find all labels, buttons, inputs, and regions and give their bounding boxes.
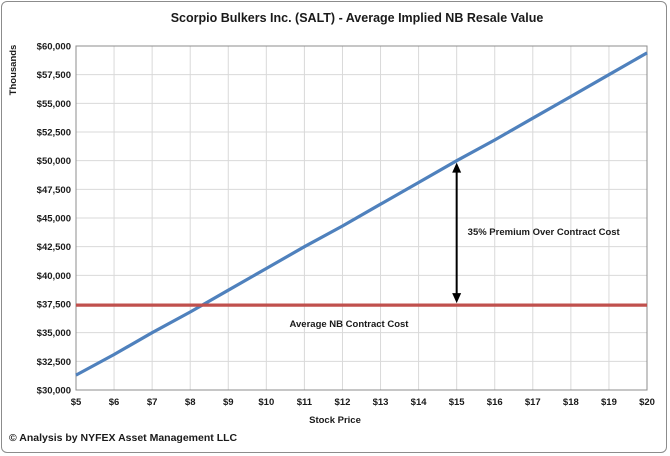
y-tick-labels: $30,000 $32,500 $35,000 $37,500 $40,000 $42,5…	[37, 42, 71, 397]
x-tick-label: $12	[335, 397, 351, 408]
y-axis-label: Thousands	[8, 45, 19, 96]
plot-area-border	[75, 45, 648, 391]
contract-cost-annotation-label: Average NB Contract Cost	[290, 319, 410, 330]
premium-arrow-head-up	[452, 162, 462, 173]
x-tick-label: $20	[639, 397, 655, 408]
premium-arrow-head-down	[452, 293, 462, 304]
x-tick-label: $11	[297, 397, 313, 408]
y-tick-label: $32,500	[37, 357, 71, 368]
x-tick-label: $14	[411, 397, 428, 408]
y-tick-label: $52,500	[37, 128, 71, 139]
x-tick-label: $15	[449, 397, 466, 408]
y-tick-label: $37,500	[37, 300, 71, 311]
x-tick-labels: $5 $6 $7 $8 $9 $10 $11 $12 $13 $14 $15 $16 $17 $18 $19…	[71, 397, 655, 408]
y-tick-label: $35,000	[37, 328, 71, 339]
x-tick-label: $5	[71, 397, 82, 408]
implied-resale-value-line	[75, 51, 648, 377]
copyright-note: © Analysis by NYFEX Asset Management LLC	[9, 432, 238, 444]
x-tick-label: $16	[487, 397, 503, 408]
x-tick-label: $9	[223, 397, 234, 408]
x-tick-label: $19	[601, 397, 617, 408]
y-tick-label: $30,000	[37, 386, 71, 397]
x-axis-label: Stock Price	[309, 415, 361, 426]
y-tick-label: $47,500	[37, 185, 71, 196]
y-tick-label: $55,000	[37, 99, 71, 110]
x-tick-label: $18	[563, 397, 579, 408]
chart-title: Scorpio Bulkers Inc. (SALT) - Average Im…	[171, 11, 544, 25]
x-tick-label: $17	[525, 397, 541, 408]
y-tick-label: $42,500	[37, 242, 71, 253]
x-tick-label: $13	[373, 397, 389, 408]
y-tick-label: $40,000	[37, 271, 71, 282]
gridlines	[75, 45, 648, 391]
y-tick-label: $60,000	[37, 42, 71, 53]
y-tick-label: $57,500	[37, 70, 71, 81]
x-tick-label: $6	[109, 397, 120, 408]
x-tick-label: $7	[147, 397, 158, 408]
premium-annotation-label: 35% Premium Over Contract Cost	[468, 227, 621, 238]
y-tick-label: $50,000	[37, 156, 71, 167]
series-layer	[75, 51, 648, 377]
annotation-layer: 35% Premium Over Contract Cost Average NB…	[290, 162, 621, 330]
x-tick-label: $8	[185, 397, 196, 408]
y-tick-label: $45,000	[37, 214, 71, 225]
x-tick-label: $10	[258, 397, 274, 408]
